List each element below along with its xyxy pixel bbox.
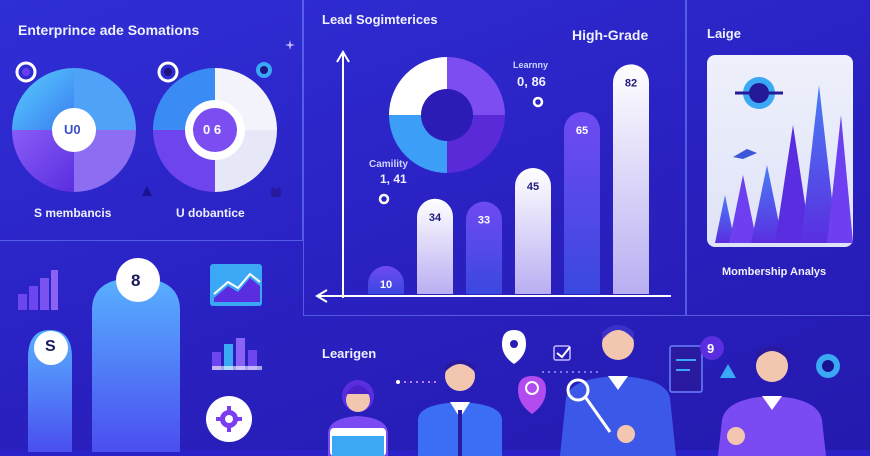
lead-title: Lead Sogimterices — [322, 12, 438, 27]
donut-chart-right — [153, 68, 277, 192]
bar-label-3: 45 — [527, 181, 539, 193]
donut-left-caption: S membancis — [34, 206, 112, 220]
bar-3 — [515, 168, 551, 294]
svg-text:9: 9 — [707, 341, 714, 356]
bar-0 — [368, 266, 404, 294]
mountain-chart — [715, 77, 853, 243]
gear-icon — [206, 396, 252, 442]
annotation-dot-icon — [532, 96, 544, 108]
donut-left-center-label: U0 — [64, 122, 81, 137]
bar-2 — [466, 201, 502, 294]
bar-label-1: 34 — [429, 212, 442, 224]
badge-left: S — [45, 338, 56, 355]
panel-top-left — [0, 0, 303, 241]
donut-right-center-label: 0 6 — [203, 122, 222, 137]
panel-right — [686, 0, 870, 316]
people-illustration: 9 — [328, 325, 840, 456]
annotation-value-2: 1, 41 — [380, 172, 407, 186]
sparkle-icon — [285, 40, 295, 50]
lead-donut-chart — [389, 57, 505, 173]
bar-4 — [564, 112, 600, 294]
bar-label-5: 82 — [625, 77, 637, 89]
ring-icon-right — [157, 61, 179, 83]
mini-bar-chart-icon — [212, 338, 262, 370]
bar-label-2: 33 — [478, 215, 490, 227]
chart-axes — [315, 50, 671, 303]
right-panel-title: Laige — [707, 26, 741, 41]
ring-icon-left — [15, 61, 37, 83]
panel-center — [303, 0, 686, 316]
enterprise-title: Enterprince ade Somations — [18, 22, 200, 38]
annotation-value-1: 0, 86 — [517, 74, 546, 89]
bar-label-4: 65 — [576, 125, 588, 137]
cat-icon — [271, 186, 281, 197]
target-icon — [256, 62, 272, 78]
annotation-label-1: Learnny — [513, 60, 549, 70]
bar-5 — [613, 64, 649, 295]
annotation-dot-icon-2 — [378, 193, 390, 205]
high-grade-label: High-Grade — [572, 27, 649, 43]
mini-bars-icon — [18, 270, 58, 310]
membership-caption: Mombership Analys — [722, 266, 827, 278]
learning-title: Learigen — [322, 346, 377, 361]
bar-1 — [417, 198, 453, 294]
donut-right-caption: U dobantice — [176, 206, 245, 220]
donut-chart-left — [12, 68, 136, 192]
tall-bars-illustration — [28, 258, 180, 452]
mountain-thumbnail-icon — [210, 264, 262, 306]
badge-top: 8 — [131, 271, 141, 290]
annotation-label-2: Camility — [369, 159, 408, 170]
bar-chart: 10 34 33 45 65 82 — [368, 64, 649, 295]
triangle-marker-icon — [142, 186, 152, 196]
bar-label-0: 10 — [380, 279, 392, 291]
